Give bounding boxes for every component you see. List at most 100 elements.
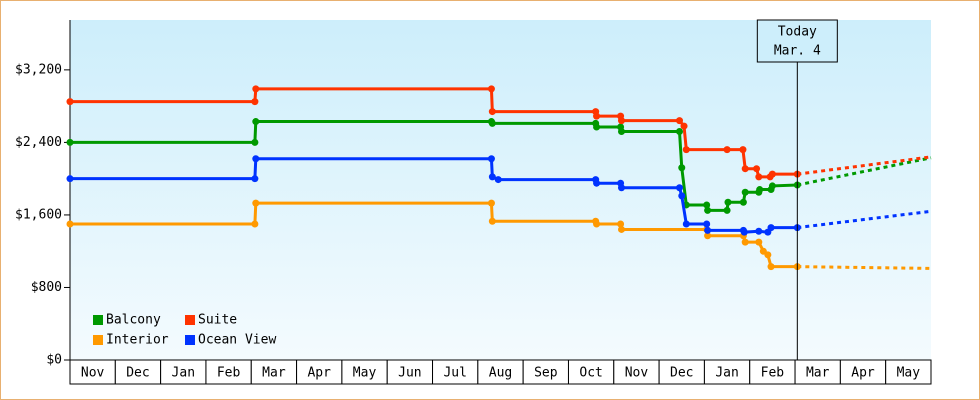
x-tick-label: Apr [307, 366, 331, 381]
x-tick-label: Aug [489, 366, 512, 381]
point [753, 165, 761, 173]
legend-label: Balcony [106, 313, 161, 328]
x-tick-label: Dec [126, 366, 149, 381]
x-cell [250, 359, 298, 385]
point [66, 175, 74, 183]
point [741, 165, 749, 173]
point [741, 238, 749, 246]
layer: $0 $800 $1,600 $2,400 $3,200 Nov Dec Jan Feb Mar A… [15, 19, 932, 385]
point [617, 225, 625, 233]
point [755, 238, 763, 246]
point [488, 217, 496, 225]
point [617, 184, 625, 192]
x-tick-label: Jun [398, 366, 421, 381]
point [251, 98, 259, 106]
x-cell [885, 359, 932, 385]
point [739, 146, 747, 154]
point [675, 117, 683, 125]
point [678, 192, 686, 200]
point [488, 173, 496, 181]
point [593, 112, 601, 120]
point [764, 251, 772, 259]
point [251, 220, 259, 228]
point [488, 119, 496, 127]
point [593, 123, 601, 131]
point [704, 232, 712, 240]
point [617, 117, 625, 125]
point [703, 220, 711, 228]
point [767, 224, 775, 232]
point [593, 179, 601, 187]
point [755, 173, 763, 181]
point [704, 206, 712, 214]
legend-label: Suite [198, 313, 237, 328]
point [739, 198, 747, 206]
point [66, 98, 74, 106]
plot-area [70, 20, 931, 360]
point [723, 146, 731, 154]
point [487, 85, 495, 93]
point [682, 146, 690, 154]
today-label: Today [778, 25, 817, 40]
x-tick-label: Oct [579, 366, 602, 381]
projection-line [797, 209, 932, 230]
point [682, 220, 690, 228]
legend-swatch [185, 315, 195, 325]
x-cell [522, 359, 569, 385]
point [675, 128, 683, 136]
point [768, 182, 776, 190]
point [680, 122, 688, 130]
point [252, 85, 260, 93]
point [617, 220, 625, 228]
x-tick-label: Feb [761, 366, 785, 381]
point [252, 199, 260, 207]
x-cell [794, 359, 841, 385]
x-cell [477, 359, 524, 385]
y-tick-label: $3,200 [15, 62, 62, 77]
x-tick-label: Nov [81, 366, 105, 381]
point [768, 170, 776, 178]
x-cell [69, 359, 116, 385]
legend-swatch [93, 335, 103, 345]
y-tick-label: $800 [31, 280, 62, 295]
x-cell [567, 359, 615, 385]
x-tick-label: Sep [534, 366, 558, 381]
y-tick-label: $2,400 [15, 135, 62, 150]
point [66, 138, 74, 146]
point [617, 128, 625, 136]
point [675, 184, 683, 192]
projection-line [797, 156, 932, 187]
x-tick-label: Mar [262, 366, 286, 381]
point [703, 201, 711, 209]
legend-swatch [93, 315, 103, 325]
x-cell [160, 359, 207, 385]
x-cell [703, 359, 751, 385]
point [488, 108, 496, 116]
x-tick-label: Jan [172, 366, 195, 381]
today-label: Mar. 4 [774, 44, 821, 59]
x-tick-label: Apr [851, 366, 875, 381]
point [740, 228, 748, 236]
y-tick-label: $1,600 [15, 207, 62, 222]
point [724, 198, 732, 206]
point [487, 155, 495, 163]
x-tick-label: Dec [670, 366, 693, 381]
today-box [756, 19, 838, 63]
y-tick-label: $0 [46, 353, 62, 368]
point [66, 220, 74, 228]
point [756, 186, 764, 194]
x-cell [205, 359, 252, 385]
point [723, 206, 731, 214]
legend-label: Ocean View [198, 333, 276, 348]
x-cell [658, 359, 705, 385]
legend-swatch [185, 335, 195, 345]
x-tick-label: Mar [806, 366, 830, 381]
x-tick-label: Feb [217, 366, 241, 381]
point [252, 155, 260, 163]
projection-line [797, 155, 932, 176]
x-cell [114, 359, 162, 385]
point [494, 176, 502, 184]
point [755, 227, 763, 235]
point [251, 175, 259, 183]
